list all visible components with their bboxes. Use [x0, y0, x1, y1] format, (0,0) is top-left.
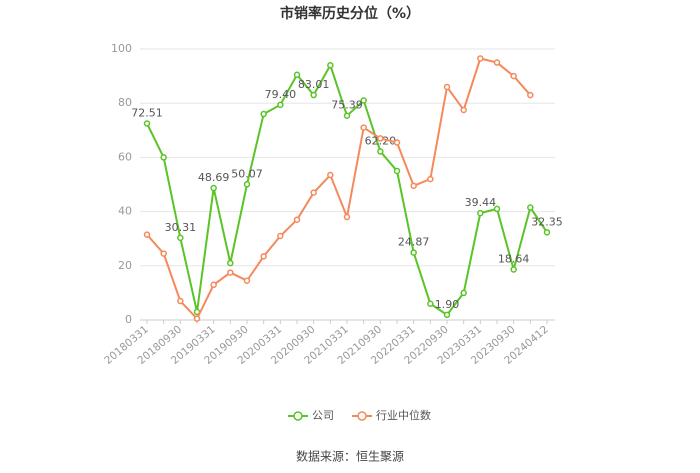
data-label: 32.35 — [531, 215, 563, 228]
point — [360, 97, 367, 104]
point — [243, 277, 251, 284]
point — [477, 209, 484, 217]
point — [393, 167, 401, 175]
point — [510, 72, 517, 80]
legend-label: 公司 — [312, 409, 334, 422]
y-tick-label: 100 — [111, 42, 132, 55]
point — [377, 148, 384, 155]
data-label: 39.44 — [465, 196, 497, 209]
point — [310, 91, 317, 99]
point — [177, 297, 184, 305]
point — [193, 315, 201, 322]
point — [277, 232, 284, 240]
data-label: 1.90 — [435, 298, 460, 311]
y-tick-label: 0 — [125, 313, 132, 326]
series-line — [146, 57, 532, 321]
point — [227, 259, 234, 267]
data-label: 18.64 — [498, 252, 530, 265]
legend-label: 行业中位数 — [376, 408, 431, 422]
point — [527, 204, 534, 211]
point — [410, 249, 417, 256]
point — [427, 300, 434, 307]
source: 数据来源：恒生聚源 — [296, 449, 404, 464]
point — [310, 189, 317, 196]
point — [227, 269, 234, 276]
point — [510, 266, 517, 273]
point — [427, 175, 434, 183]
point — [160, 250, 167, 257]
point — [260, 253, 267, 260]
point — [143, 231, 151, 238]
y-tick-label: 40 — [118, 205, 132, 218]
point — [327, 171, 334, 179]
y-tick-label: 80 — [118, 96, 132, 109]
y-tick-label: 20 — [118, 259, 132, 272]
point — [160, 154, 167, 161]
legend-marker — [357, 411, 367, 421]
point — [410, 182, 417, 190]
point — [243, 181, 251, 188]
point — [327, 62, 334, 69]
point — [293, 216, 301, 223]
data-label: 75.39 — [331, 99, 363, 112]
data-label: 50.07 — [231, 167, 263, 180]
legend-marker — [293, 411, 303, 421]
point — [143, 120, 151, 127]
point — [527, 91, 534, 99]
point — [377, 135, 384, 142]
point — [493, 59, 501, 66]
point — [493, 205, 501, 213]
point — [210, 184, 217, 192]
data-label: 30.31 — [165, 221, 197, 234]
data-label: 24.87 — [398, 236, 430, 249]
data-label: 79.40 — [265, 88, 297, 101]
point — [477, 55, 484, 62]
point — [293, 71, 301, 78]
point — [260, 110, 267, 118]
data-label: 83.01 — [298, 78, 330, 91]
point — [460, 289, 467, 297]
data-label: 72.51 — [131, 106, 163, 119]
data-label: 48.69 — [198, 171, 230, 184]
point — [543, 229, 551, 236]
point — [360, 124, 367, 131]
point — [343, 112, 351, 119]
y-tick-label: 60 — [118, 150, 132, 163]
chart-title: 市销率历史分位（%） — [280, 5, 420, 22]
point — [277, 101, 284, 109]
point — [343, 213, 351, 221]
point — [393, 139, 401, 146]
point — [177, 234, 184, 242]
point — [443, 83, 451, 91]
point — [443, 311, 451, 319]
point — [210, 281, 217, 289]
point — [460, 106, 467, 114]
